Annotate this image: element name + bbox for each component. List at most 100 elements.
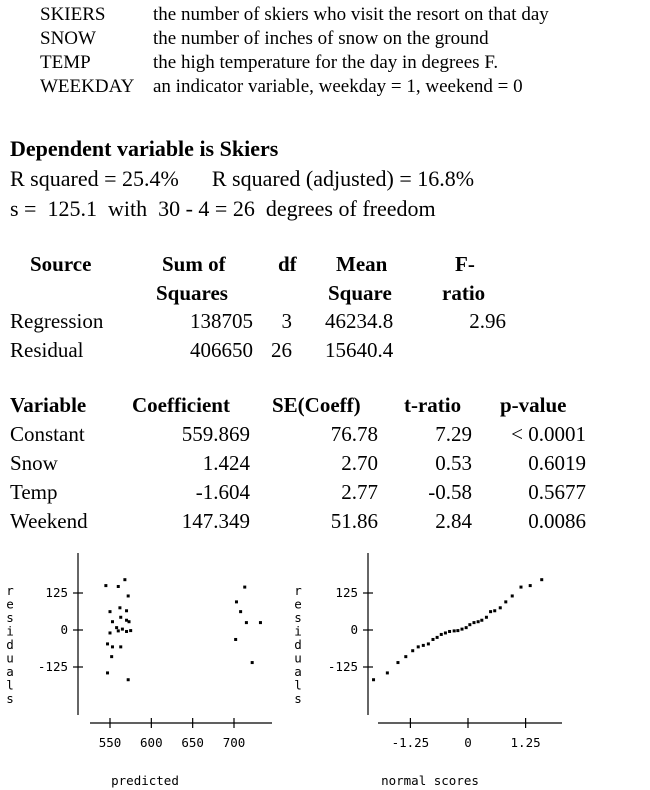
variable-definition: TEMP the high temperature for the day in … bbox=[40, 51, 498, 75]
coef-header-coefficient: Coefficient bbox=[132, 393, 230, 417]
data-point bbox=[118, 606, 122, 610]
data-point bbox=[116, 629, 120, 633]
anova-df: 26 bbox=[271, 338, 292, 362]
anova-f: 2.96 bbox=[469, 309, 506, 333]
coef-t: 7.29 bbox=[435, 422, 472, 446]
anova-header-f: ratio bbox=[442, 281, 486, 305]
data-point bbox=[243, 585, 247, 589]
data-point bbox=[120, 627, 124, 631]
data-point bbox=[411, 649, 415, 653]
coef-p: 0.5677 bbox=[528, 480, 586, 504]
coef-se: 2.77 bbox=[341, 480, 378, 504]
data-point bbox=[125, 618, 129, 622]
y-axis-label-letter: r bbox=[6, 583, 14, 598]
data-point bbox=[426, 642, 430, 646]
data-point bbox=[258, 621, 262, 625]
data-point bbox=[404, 655, 408, 659]
data-point bbox=[372, 678, 376, 682]
data-point bbox=[431, 637, 435, 641]
data-point bbox=[416, 645, 420, 649]
variable-definition: SNOW the number of inches of snow on the … bbox=[40, 27, 489, 51]
data-point bbox=[108, 631, 112, 635]
coef-variable: Temp bbox=[10, 480, 58, 504]
coef-header-p: p-value bbox=[500, 393, 567, 417]
y-axis-label-letter: e bbox=[6, 597, 14, 612]
data-point bbox=[126, 594, 130, 598]
y-axis-label-letter: u bbox=[6, 651, 14, 666]
y-axis-label-letter: a bbox=[294, 664, 302, 679]
coef-value: 559.869 bbox=[181, 422, 250, 446]
y-axis-label-letter: a bbox=[6, 664, 14, 679]
y-tick-label: 125 bbox=[45, 585, 68, 600]
data-point bbox=[127, 620, 131, 624]
coef-p: 0.0086 bbox=[528, 509, 586, 533]
anova-ms: 46234.8 bbox=[325, 309, 394, 333]
variable-name: TEMP bbox=[40, 52, 91, 73]
coef-t: 2.84 bbox=[435, 509, 472, 533]
x-tick-label: -1.25 bbox=[392, 735, 430, 750]
data-point bbox=[234, 637, 238, 641]
y-axis-label-letter: d bbox=[294, 637, 302, 652]
variable-name: SNOW bbox=[40, 28, 96, 49]
x-tick-label: 650 bbox=[181, 735, 204, 750]
coef-header-se: SE(Coeff) bbox=[272, 393, 361, 417]
data-point bbox=[443, 631, 447, 635]
y-tick-label: -125 bbox=[328, 659, 358, 674]
anova-source: Regression bbox=[10, 309, 104, 333]
x-tick-label: 0 bbox=[464, 735, 472, 750]
data-point bbox=[106, 671, 110, 675]
y-tick-label: -125 bbox=[38, 659, 68, 674]
data-point bbox=[484, 615, 488, 619]
data-point bbox=[115, 626, 119, 630]
data-point bbox=[489, 610, 493, 614]
y-axis-label-letter: s bbox=[294, 691, 302, 706]
coef-variable: Constant bbox=[10, 422, 85, 446]
coef-value: -1.604 bbox=[195, 480, 250, 504]
coef-t: -0.58 bbox=[428, 480, 472, 504]
data-point bbox=[439, 632, 443, 636]
coef-header-variable: Variable bbox=[10, 393, 87, 417]
data-point bbox=[519, 585, 523, 589]
data-point bbox=[510, 594, 514, 598]
data-point bbox=[452, 629, 456, 633]
x-tick-label: 550 bbox=[99, 735, 122, 750]
coef-p: < 0.0001 bbox=[511, 422, 586, 446]
data-point bbox=[104, 584, 108, 588]
x-tick-label: 1.25 bbox=[511, 735, 541, 750]
y-axis-label-letter: l bbox=[294, 678, 302, 693]
std-error-line: s = 125.1 with 30 - 4 = 26 degrees of fr… bbox=[10, 196, 436, 221]
data-point bbox=[250, 661, 254, 665]
x-tick-label: 700 bbox=[223, 735, 246, 750]
data-point bbox=[396, 661, 400, 665]
variable-name: WEEKDAY bbox=[40, 76, 135, 97]
r-squared-line: R squared = 25.4% R squared (adjusted) =… bbox=[10, 166, 474, 192]
data-point bbox=[472, 621, 476, 625]
anova-header-ms: Mean bbox=[336, 252, 388, 276]
coef-variable: Weekend bbox=[10, 509, 88, 533]
x-axis-label: normal scores bbox=[381, 773, 479, 788]
anova-ss: 406650 bbox=[190, 338, 253, 362]
data-point bbox=[498, 606, 502, 610]
data-point bbox=[125, 609, 129, 613]
data-point bbox=[110, 655, 114, 659]
anova-source: Residual bbox=[10, 338, 84, 362]
x-axis-label: predicted bbox=[111, 773, 179, 788]
coef-value: 1.424 bbox=[202, 451, 250, 475]
data-point bbox=[528, 584, 532, 588]
anova-header-ss: Squares bbox=[156, 281, 228, 305]
anova-header-source: Source bbox=[30, 252, 92, 276]
data-point bbox=[123, 578, 127, 582]
data-point bbox=[239, 610, 243, 614]
anova-ms: 15640.4 bbox=[325, 338, 394, 362]
data-point bbox=[385, 671, 389, 675]
variable-description: the number of inches of snow on the grou… bbox=[153, 28, 489, 49]
data-point bbox=[468, 623, 472, 627]
data-point bbox=[110, 620, 114, 624]
coef-p: 0.6019 bbox=[528, 451, 586, 475]
r-squared-adjusted: R squared (adjusted) = 16.8% bbox=[211, 166, 475, 191]
y-tick-label: 0 bbox=[60, 622, 68, 637]
y-axis-label-letter: i bbox=[6, 624, 14, 639]
y-axis-label-letter: e bbox=[294, 597, 302, 612]
